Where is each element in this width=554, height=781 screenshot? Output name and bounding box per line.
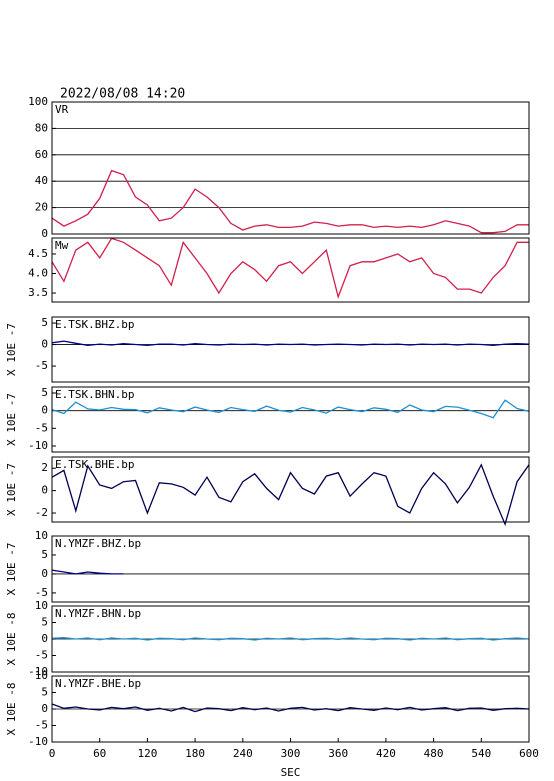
- series-line: [51, 340, 530, 347]
- y-tick-label: 10: [35, 529, 48, 542]
- y-tick-label: 5: [41, 686, 48, 699]
- chart-title: 2022/08/08 14:20: [60, 87, 185, 102]
- y-tick-label: -10: [28, 665, 48, 678]
- y-axis-label: X 10E -7: [5, 393, 18, 446]
- y-tick-label: 4.0: [28, 267, 48, 280]
- y-tick-label: -5: [35, 719, 48, 732]
- y-tick-label: 0: [41, 338, 48, 351]
- panel-label: E.TSK.BHE.bp: [55, 458, 134, 471]
- y-tick-label: 0: [41, 227, 48, 240]
- panel-frame: [51, 316, 530, 383]
- y-axis-label: X 10E -8: [5, 613, 18, 666]
- y-tick-label: 0: [41, 567, 48, 580]
- x-axis-label: SEC: [281, 766, 301, 779]
- series-line: [51, 463, 530, 527]
- series-line: [51, 703, 530, 713]
- y-tick-label: -5: [35, 421, 48, 434]
- x-tick-label: 540: [471, 747, 491, 760]
- y-tick-label: -10: [28, 439, 48, 452]
- panel-label: N.YMZF.BHE.bp: [55, 677, 141, 690]
- x-tick-label: 480: [424, 747, 444, 760]
- y-axis-label: X 10E -7: [5, 463, 18, 516]
- y-tick-label: 3.5: [28, 286, 48, 299]
- panel-frame: [51, 101, 530, 235]
- series-line: [51, 569, 124, 575]
- y-tick-label: 10: [35, 599, 48, 612]
- y-tick-label: -5: [35, 649, 48, 662]
- series-line: [51, 237, 529, 300]
- y-tick-label: 10: [35, 669, 48, 682]
- y-tick-label: -2: [35, 506, 48, 519]
- panel-label: E.TSK.BHN.bp: [55, 388, 134, 401]
- y-tick-label: 0: [41, 484, 48, 497]
- y-axis-label: X 10E -8: [5, 683, 18, 736]
- panel-frame: [51, 237, 530, 303]
- x-tick-label: 300: [281, 747, 301, 760]
- y-axis-label: X 10E -7: [5, 323, 18, 376]
- y-tick-label: 2: [41, 461, 48, 474]
- panel-label: VR: [55, 103, 69, 116]
- y-tick-label: 40: [35, 174, 48, 187]
- x-tick-label: 60: [93, 747, 106, 760]
- y-tick-label: 5: [41, 386, 48, 399]
- x-tick-label: 240: [233, 747, 253, 760]
- y-tick-label: 4.5: [28, 247, 48, 260]
- y-tick-label: 5: [41, 316, 48, 329]
- y-tick-label: 0: [41, 404, 48, 417]
- x-tick-label: 180: [185, 747, 205, 760]
- series-line: [51, 169, 529, 234]
- y-tick-label: 100: [28, 95, 48, 108]
- x-tick-label: 120: [137, 747, 157, 760]
- y-tick-label: 0: [41, 632, 48, 645]
- panel-label: Mw: [55, 239, 69, 252]
- y-axis-label: X 10E -7: [5, 543, 18, 596]
- panel-label: N.YMZF.BHZ.bp: [55, 537, 141, 550]
- y-tick-label: -5: [35, 586, 48, 599]
- panel-label: N.YMZF.BHN.bp: [55, 607, 141, 620]
- y-tick-label: -5: [35, 359, 48, 372]
- x-tick-label: 360: [328, 747, 348, 760]
- series-line: [51, 637, 530, 641]
- x-tick-label: 0: [49, 747, 56, 760]
- y-tick-label: -10: [28, 735, 48, 748]
- panel-frame: [51, 535, 530, 603]
- y-tick-label: 80: [35, 121, 48, 134]
- y-tick-label: 5: [41, 548, 48, 561]
- x-tick-label: 600: [519, 747, 539, 760]
- y-tick-label: 60: [35, 148, 48, 161]
- series-line: [51, 399, 530, 419]
- x-tick-label: 420: [376, 747, 396, 760]
- panel-label: E.TSK.BHZ.bp: [55, 318, 134, 331]
- panel-frame: [51, 605, 530, 673]
- panel-frame: [51, 386, 530, 453]
- y-tick-label: 20: [35, 201, 48, 214]
- y-tick-label: 5: [41, 616, 48, 629]
- y-tick-label: 0: [41, 702, 48, 715]
- panel-frame: [51, 456, 530, 523]
